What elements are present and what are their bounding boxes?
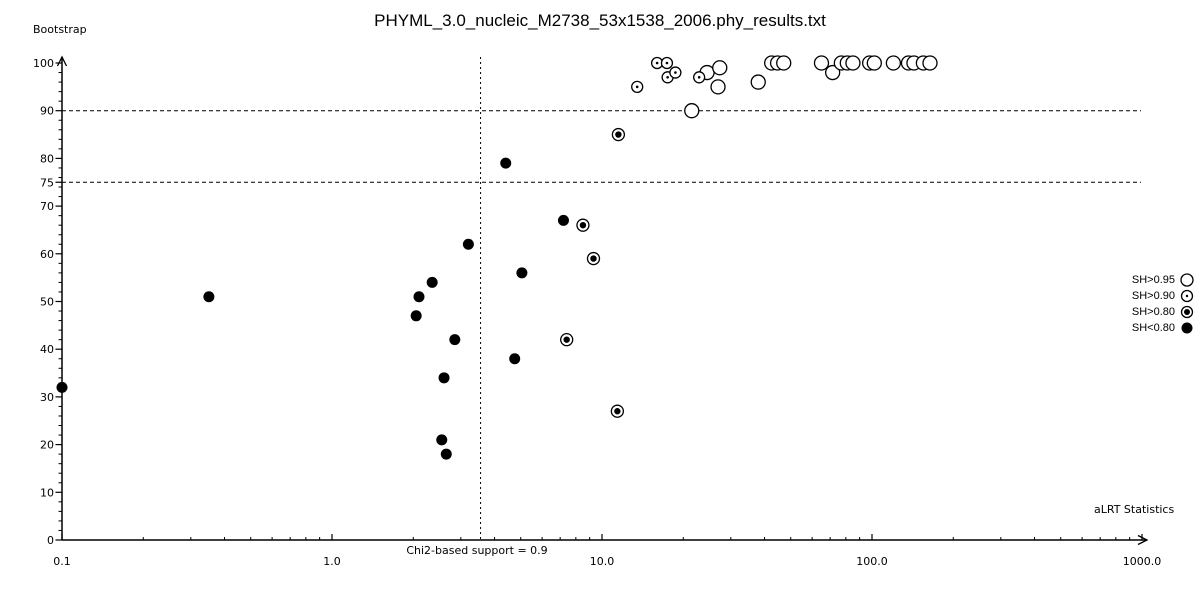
data-point (579, 221, 587, 229)
x-tick-label: 10.0 (590, 555, 615, 568)
data-point (449, 334, 461, 346)
legend-symbol-filled-circle-icon (1181, 322, 1193, 334)
y-axis-title: Bootstrap (33, 23, 87, 36)
legend-label: SH>0.90 (1131, 290, 1175, 302)
data-point (615, 131, 622, 138)
data-point (922, 55, 938, 71)
data-point (666, 76, 669, 79)
data-point (813, 55, 830, 71)
legend-label: SH<0.80 (1131, 322, 1175, 334)
data-point (413, 291, 425, 303)
data-point (203, 291, 215, 303)
data-point (776, 55, 792, 71)
data-point (436, 434, 448, 446)
legend-item: SH>0.90 (1117, 288, 1195, 304)
y-tick-label: 100 (33, 57, 54, 70)
data-point (438, 372, 450, 384)
x-tick-label: 1.0 (323, 555, 341, 568)
y-tick-label: 30 (40, 391, 54, 404)
legend-item: SH>0.95 (1117, 272, 1195, 288)
y-tick-label: 40 (40, 343, 54, 356)
x-axis-arrow-icon (1137, 534, 1149, 546)
legend-label: SH>0.95 (1131, 274, 1175, 286)
y-tick-label: 10 (40, 486, 54, 499)
data-point (590, 255, 597, 262)
legend-item: SH<0.80 (1117, 320, 1195, 336)
legend-symbol-shape (1180, 273, 1194, 287)
data-point (462, 238, 474, 250)
data-point (563, 336, 570, 343)
legend-symbol-open-circle-icon (1180, 273, 1194, 287)
data-point (56, 381, 68, 393)
legend-symbol-shape (1185, 294, 1189, 298)
data-point (710, 79, 726, 95)
data-point (655, 61, 659, 65)
data-point (509, 353, 521, 365)
data-point (684, 103, 700, 119)
x-tick-label: 0.1 (53, 555, 71, 568)
legend-symbol-shape (1184, 309, 1190, 315)
y-tick-label: 20 (40, 439, 54, 452)
data-point (635, 85, 639, 89)
data-point (845, 55, 861, 71)
y-tick-label: 75 (40, 176, 54, 189)
legend-symbol-dotted-circle-icon (1180, 289, 1194, 303)
chi2-threshold-label: Chi2-based support = 0.9 (406, 544, 548, 557)
chart-title: PHYML_3.0_nucleic_M2738_53x1538_2006.phy… (374, 11, 826, 30)
data-point (697, 76, 701, 79)
legend-symbol-shape (1181, 322, 1193, 334)
data-point (500, 157, 512, 169)
legend: SH>0.95 SH>0.90 SH>0.80 SH<0.80 (1117, 272, 1195, 336)
data-point (825, 64, 841, 81)
data-point (674, 71, 677, 74)
data-point (426, 276, 438, 288)
y-tick-label: 80 (40, 152, 54, 165)
data-point (750, 74, 766, 90)
data-point (516, 267, 528, 279)
data-point (712, 60, 728, 76)
data-point (866, 55, 882, 71)
y-tick-label: 0 (47, 534, 54, 547)
data-point (440, 448, 452, 460)
y-tick-label: 50 (40, 296, 54, 309)
x-axis-title: aLRT Statistics (1094, 503, 1175, 516)
legend-symbol-bullseye-circle-icon (1180, 305, 1194, 319)
legend-label: SH>0.80 (1131, 306, 1175, 318)
data-point (410, 310, 422, 322)
x-tick-label: 100.0 (856, 555, 888, 568)
legend-item: SH>0.80 (1117, 304, 1195, 320)
y-tick-label: 90 (40, 105, 54, 118)
data-point (614, 408, 621, 415)
x-tick-label: 1000.0 (1123, 555, 1162, 568)
data-point (557, 214, 569, 226)
y-tick-label: 70 (40, 200, 54, 213)
y-tick-label: 60 (40, 248, 54, 261)
data-point (885, 55, 902, 71)
data-point (665, 61, 669, 65)
